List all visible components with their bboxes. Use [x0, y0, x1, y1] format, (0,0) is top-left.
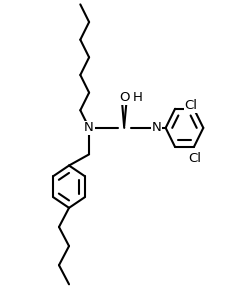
Text: N: N	[152, 121, 161, 134]
Text: N: N	[84, 121, 94, 134]
Text: O: O	[118, 91, 129, 104]
Text: Cl: Cl	[188, 152, 201, 165]
Text: Cl: Cl	[184, 99, 197, 112]
Text: H: H	[132, 91, 142, 104]
